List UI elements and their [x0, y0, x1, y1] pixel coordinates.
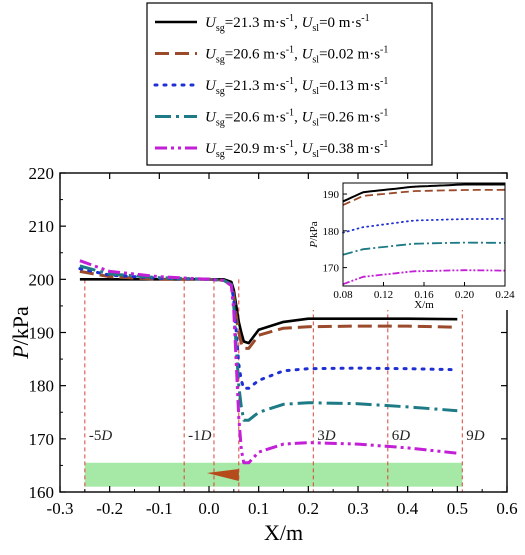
x-axis-label: X/m [264, 520, 303, 545]
legend-box [146, 2, 433, 166]
legend-label-3: Usg=21.3 m·s-1, Usl=0.13 m·s-1 [205, 76, 388, 97]
x-tick-label: 0.0 [198, 499, 219, 518]
y-tick-label: 200 [29, 270, 55, 289]
x-tick-label: 0.2 [298, 499, 319, 518]
pipe-band [84, 462, 463, 487]
y-tick-label: 220 [29, 164, 55, 183]
legend-label-5: Usg=20.9 m·s-1, Usl=0.38 m·s-1 [205, 139, 388, 160]
inset-plot: 0.08 0.12 0.16 0.20 0.24 170 180 190 X/m P/kPa [308, 179, 515, 311]
annotations: -5D -1D 3D 6D 9D [89, 428, 485, 444]
x-tick-label: -0.2 [96, 499, 123, 518]
inset-x-tick-label: 0.20 [455, 289, 475, 301]
series-line-3 [78, 267, 459, 390]
position-annotation: 9D [466, 428, 485, 444]
main-axes: -0.3 -0.2 -0.1 0.0 0.1 0.2 0.3 0.4 0.5 0.6 160 170 1… [8, 164, 518, 545]
inset-x-tick-label: 0.24 [495, 289, 515, 301]
inset-series-4 [342, 241, 505, 256]
position-annotation: 3D [317, 428, 336, 444]
inset-series-2 [342, 188, 506, 206]
x-tick-label: 0.5 [447, 499, 468, 518]
y-axis-label: P/kPa [8, 306, 33, 360]
y-tick-label: 170 [29, 430, 55, 449]
inset-y-tick-label: 170 [323, 263, 340, 275]
inset-x-tick-label: 0.16 [414, 289, 434, 301]
series-line-5 [79, 259, 458, 465]
pipe-band-rect [84, 462, 463, 487]
legend: Usg=21.3 m·s-1, Usl=0 m·s-1 Usg=20.6 m·s-… [146, 2, 433, 166]
x-tick-label: 0.1 [248, 499, 269, 518]
x-tick-label: 0.4 [397, 499, 419, 518]
y-tick-label: 180 [29, 377, 55, 396]
series-lines [78, 259, 459, 465]
inset-y-axis-label: P/kPa [308, 221, 320, 248]
inset-series-5 [342, 269, 505, 286]
inset-x-tick-label: 0.12 [374, 289, 393, 301]
inset-series-3 [342, 218, 506, 234]
inset-x-tick-label: 0.08 [333, 289, 353, 301]
inset-x-axis-label: X/m [414, 299, 434, 311]
legend-label-2: Usg=20.6 m·s-1, Usl=0.02 m·s-1 [205, 45, 388, 66]
inset-y-tick-label: 180 [323, 226, 340, 238]
y-tick-label: 190 [29, 324, 55, 343]
position-annotation: -5D [89, 428, 113, 444]
position-annotation: -1D [188, 428, 212, 444]
inset-y-tick-label: 190 [323, 189, 340, 201]
y-tick-label: 160 [29, 483, 55, 502]
x-tick-label: 0.6 [496, 499, 517, 518]
x-tick-label: -0.1 [146, 499, 173, 518]
x-tick-label: -0.3 [47, 499, 74, 518]
inset-series-1 [342, 183, 505, 203]
legend-label-1: Usg=21.3 m·s-1, Usl=0 m·s-1 [205, 13, 370, 34]
x-tick-label: 0.3 [347, 499, 368, 518]
y-tick-label: 210 [29, 217, 55, 236]
nozzle-marker [206, 468, 239, 481]
position-annotation: 6D [392, 428, 411, 444]
legend-label-4: Usg=20.6 m·s-1, Usl=0.26 m·s-1 [205, 108, 388, 129]
